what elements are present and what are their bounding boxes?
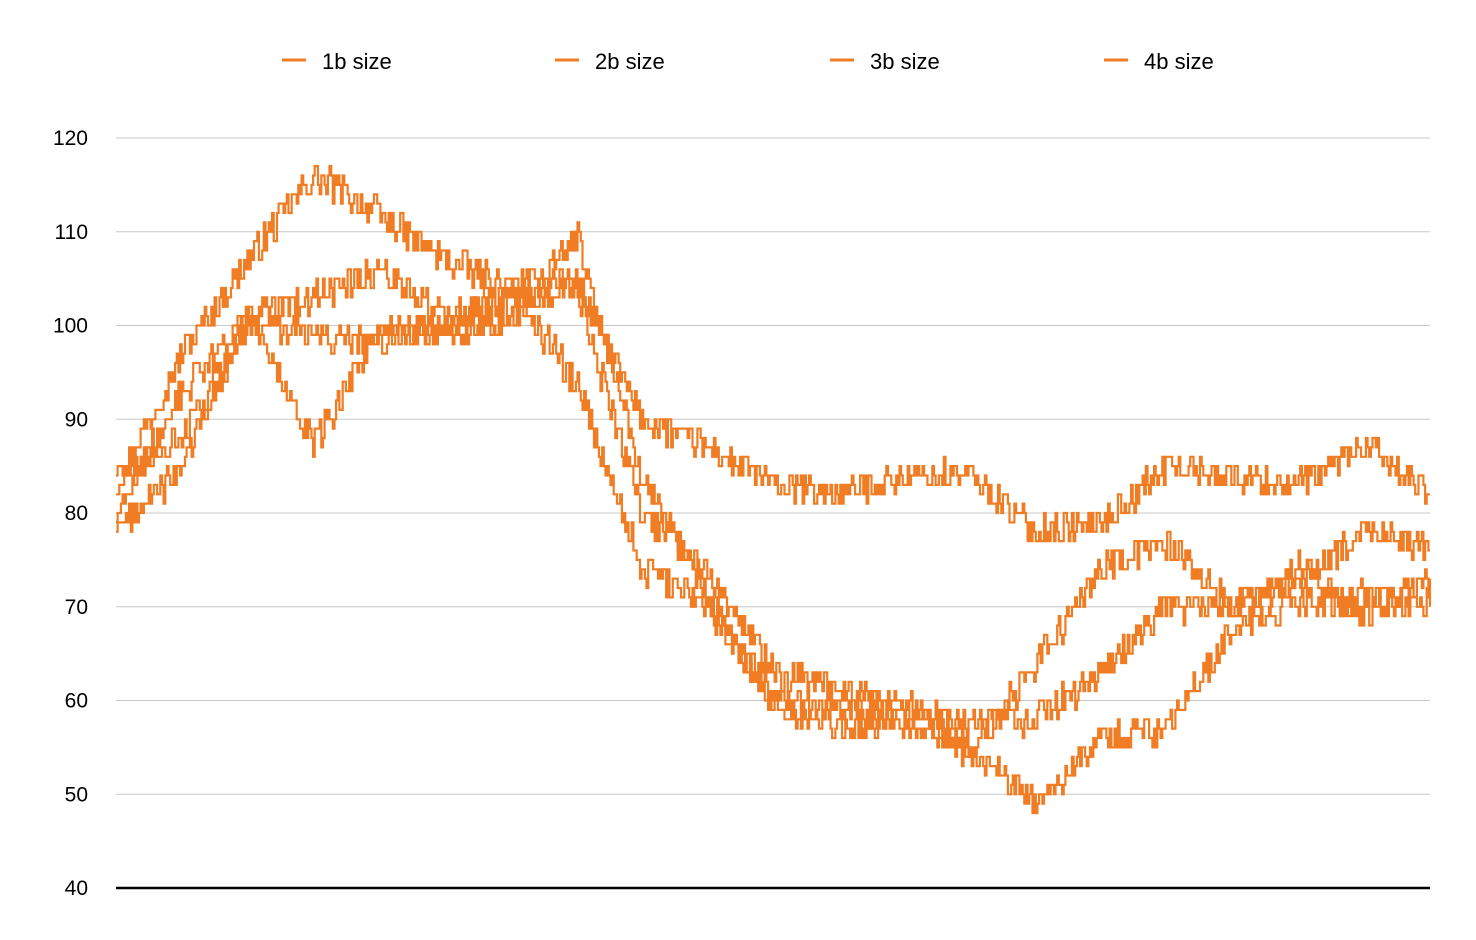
- y-tick-label: 100: [53, 315, 88, 338]
- y-tick-label: 110: [55, 221, 88, 244]
- y-tick-label: 80: [65, 502, 88, 525]
- y-tick-label: 120: [53, 127, 88, 150]
- series-lines: [116, 165, 1432, 815]
- series-line-1: [116, 165, 1430, 543]
- series-line-4: [116, 277, 1430, 740]
- series-line-3: [116, 221, 1432, 768]
- legend-label: 3b size: [870, 49, 940, 74]
- y-axis-tick-labels: 40 50 60 70 80 90 100 110 120: [53, 127, 88, 900]
- series-line-2: [116, 258, 1432, 815]
- y-tick-label: 40: [65, 877, 88, 900]
- y-tick-label: 70: [65, 596, 88, 619]
- y-tick-label: 90: [65, 408, 88, 431]
- legend-label: 4b size: [1144, 49, 1214, 74]
- legend-label: 2b size: [595, 49, 665, 74]
- legend-label: 1b size: [322, 49, 392, 74]
- legend: 1b size 2b size 3b size 4b size: [282, 49, 1214, 74]
- y-tick-label: 50: [65, 783, 88, 806]
- y-tick-label: 60: [65, 690, 88, 713]
